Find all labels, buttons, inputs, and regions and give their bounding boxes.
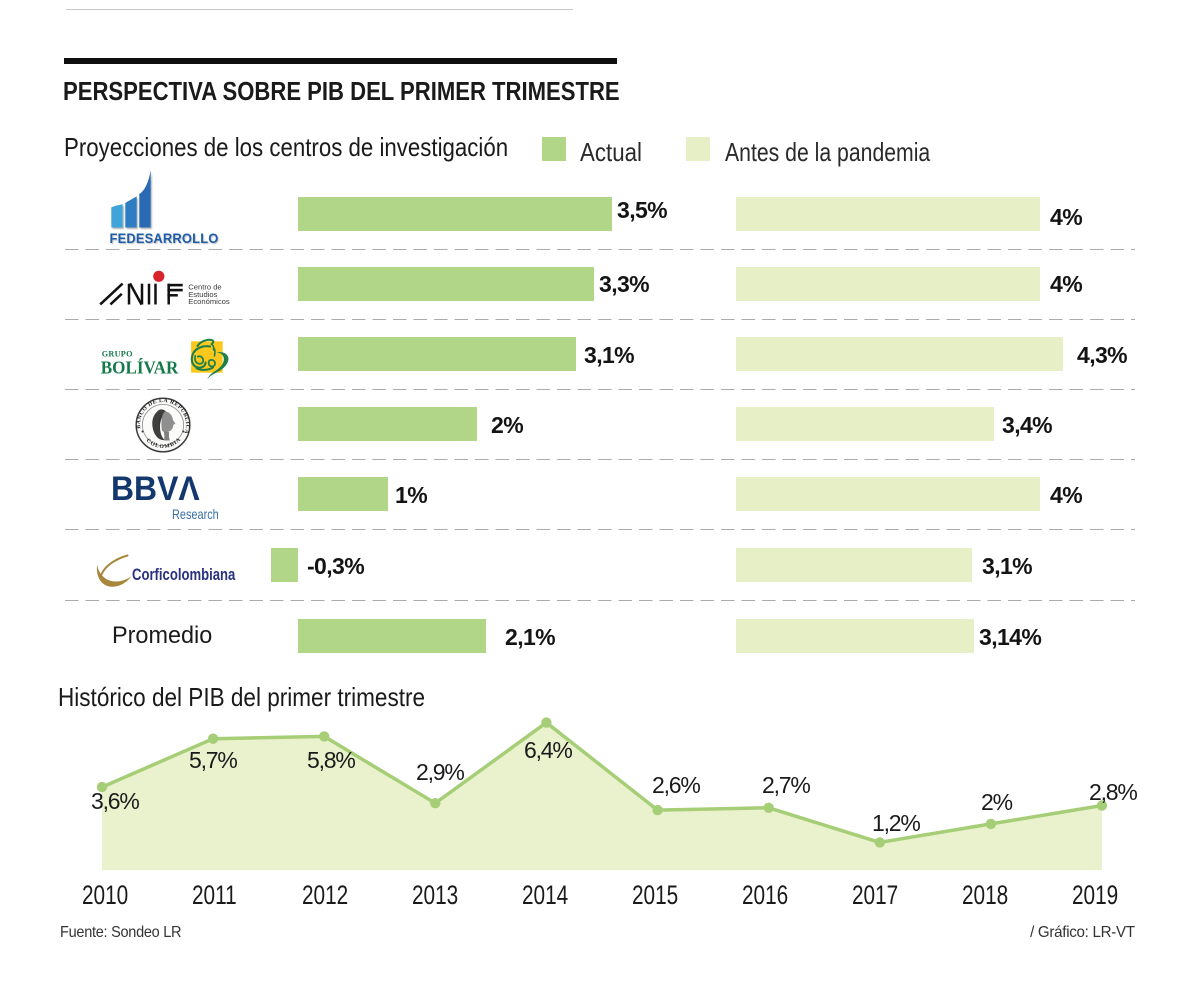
svg-text:Estudios: Estudios — [188, 290, 217, 299]
svg-text:Económicos: Económicos — [188, 297, 230, 306]
svg-text:Centro de: Centro de — [188, 283, 221, 292]
svg-text:GRUPO: GRUPO — [102, 350, 133, 359]
svg-text:BOLÍVAR: BOLÍVAR — [101, 357, 179, 377]
svg-text:FEDESARROLLO: FEDESARROLLO — [110, 231, 219, 246]
